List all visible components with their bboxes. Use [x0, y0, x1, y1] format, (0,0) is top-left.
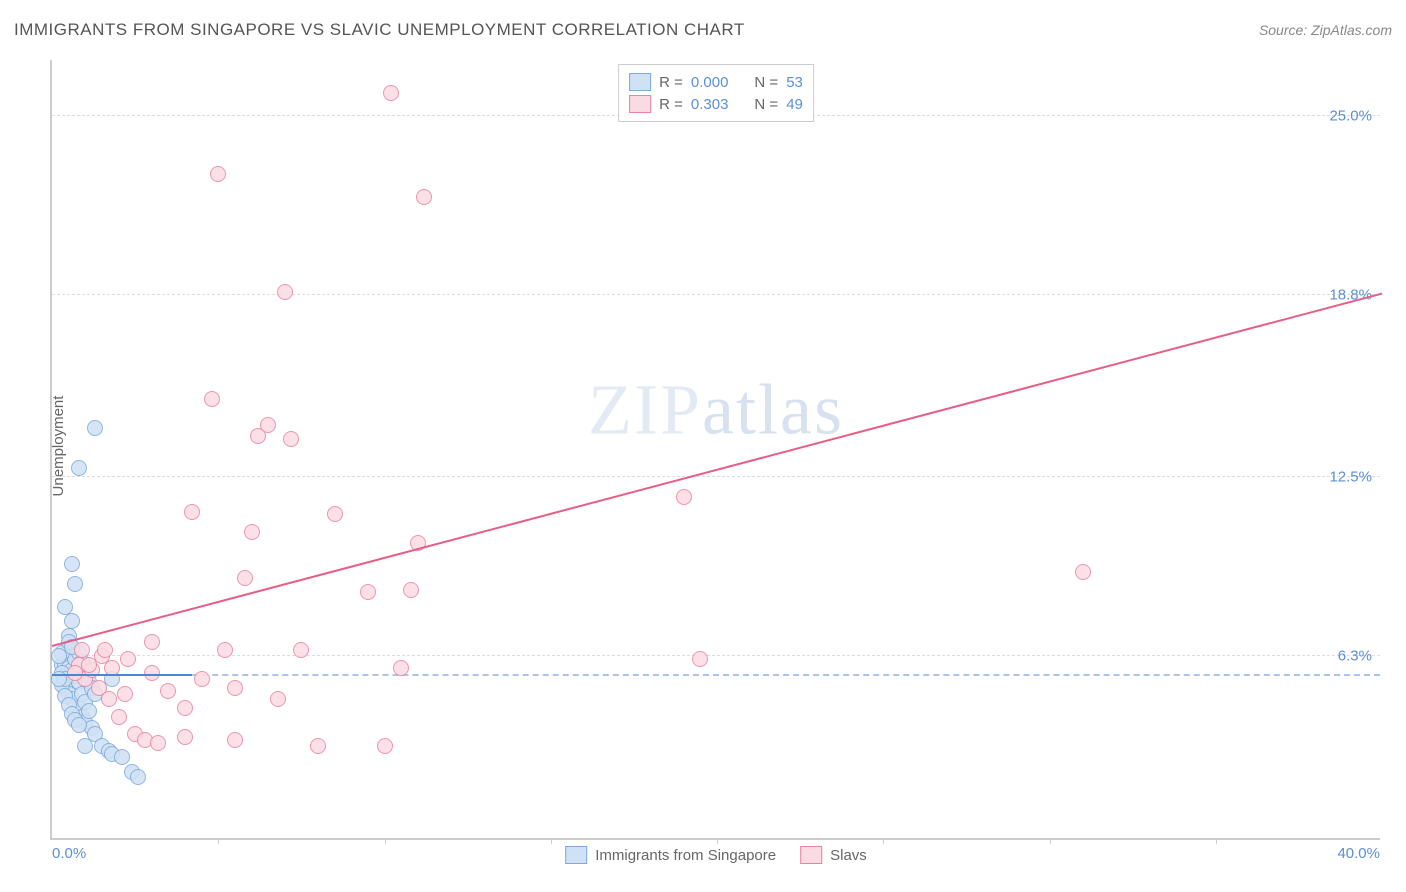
baseline — [52, 674, 1380, 676]
grid-line-h — [52, 655, 1380, 656]
bottom-legend-label-1: Slavs — [830, 847, 867, 864]
scatter-point-slavs — [210, 166, 226, 182]
scatter-point-slavs — [117, 686, 133, 702]
x-minor-tick — [385, 838, 386, 844]
scatter-point-slavs — [416, 189, 432, 205]
scatter-point-singapore — [67, 576, 83, 592]
grid-line-h — [52, 476, 1380, 477]
scatter-point-slavs — [217, 642, 233, 658]
scatter-point-slavs — [383, 85, 399, 101]
watermark-a: ZIP — [588, 370, 702, 450]
scatter-point-singapore — [71, 717, 87, 733]
trend-line-slavs — [52, 293, 1382, 647]
n-value-0: 53 — [786, 74, 803, 91]
scatter-point-slavs — [403, 582, 419, 598]
scatter-point-slavs — [194, 671, 210, 687]
scatter-point-singapore — [81, 703, 97, 719]
bottom-legend-item-0: Immigrants from Singapore — [565, 846, 776, 864]
n-label-1: N = — [754, 96, 778, 113]
x-minor-tick — [551, 838, 552, 844]
scatter-point-slavs — [293, 642, 309, 658]
y-tick-label: 6.3% — [1338, 648, 1372, 665]
scatter-point-singapore — [77, 738, 93, 754]
scatter-point-singapore — [87, 420, 103, 436]
r-label-0: R = — [659, 74, 683, 91]
scatter-point-slavs — [227, 680, 243, 696]
scatter-point-slavs — [237, 570, 253, 586]
scatter-point-slavs — [204, 391, 220, 407]
source-attribution: Source: ZipAtlas.com — [1259, 22, 1392, 38]
scatter-point-singapore — [114, 749, 130, 765]
top-legend-row-1: R = 0.303 N = 49 — [629, 93, 803, 115]
trend-line-singapore — [52, 674, 192, 676]
scatter-point-slavs — [692, 651, 708, 667]
source-value: ZipAtlas.com — [1311, 22, 1392, 38]
scatter-point-slavs — [111, 709, 127, 725]
scatter-point-slavs — [227, 732, 243, 748]
r-label-1: R = — [659, 96, 683, 113]
scatter-point-slavs — [327, 506, 343, 522]
r-value-1: 0.303 — [691, 96, 729, 113]
scatter-point-slavs — [393, 660, 409, 676]
bottom-legend-item-1: Slavs — [800, 846, 867, 864]
title-bar: IMMIGRANTS FROM SINGAPORE VS SLAVIC UNEM… — [14, 20, 1392, 40]
bottom-legend-label-0: Immigrants from Singapore — [595, 847, 776, 864]
grid-line-h — [52, 294, 1380, 295]
x-tick-label: 40.0% — [1337, 845, 1380, 862]
swatch-slavs — [629, 95, 651, 113]
scatter-point-slavs — [676, 489, 692, 505]
scatter-point-slavs — [270, 691, 286, 707]
scatter-point-singapore — [51, 648, 67, 664]
scatter-point-slavs — [160, 683, 176, 699]
scatter-point-slavs — [184, 504, 200, 520]
scatter-point-slavs — [377, 738, 393, 754]
bottom-legend: Immigrants from Singapore Slavs — [565, 846, 867, 864]
n-value-1: 49 — [786, 96, 803, 113]
scatter-point-slavs — [244, 524, 260, 540]
scatter-point-slavs — [260, 417, 276, 433]
scatter-point-singapore — [130, 769, 146, 785]
swatch-slavs-b — [800, 846, 822, 864]
x-minor-tick — [218, 838, 219, 844]
y-tick-label: 25.0% — [1329, 107, 1372, 124]
scatter-point-singapore — [57, 599, 73, 615]
scatter-point-slavs — [101, 691, 117, 707]
swatch-singapore-b — [565, 846, 587, 864]
source-label: Source: — [1259, 22, 1307, 38]
watermark-b: atlas — [702, 370, 844, 450]
scatter-point-slavs — [81, 657, 97, 673]
scatter-point-slavs — [283, 431, 299, 447]
x-minor-tick — [717, 838, 718, 844]
n-label-0: N = — [754, 74, 778, 91]
scatter-point-singapore — [64, 613, 80, 629]
scatter-point-slavs — [150, 735, 166, 751]
x-minor-tick — [883, 838, 884, 844]
y-tick-label: 12.5% — [1329, 468, 1372, 485]
x-minor-tick — [1216, 838, 1217, 844]
scatter-point-slavs — [104, 660, 120, 676]
scatter-point-slavs — [360, 584, 376, 600]
scatter-point-slavs — [310, 738, 326, 754]
scatter-point-slavs — [97, 642, 113, 658]
scatter-point-slavs — [277, 284, 293, 300]
x-minor-tick — [1050, 838, 1051, 844]
scatter-point-slavs — [1075, 564, 1091, 580]
swatch-singapore — [629, 73, 651, 91]
chart-title: IMMIGRANTS FROM SINGAPORE VS SLAVIC UNEM… — [14, 20, 745, 40]
scatter-point-slavs — [177, 729, 193, 745]
scatter-point-slavs — [144, 634, 160, 650]
scatter-point-singapore — [71, 460, 87, 476]
plot-area: ZIPatlas 6.3%12.5%18.8%25.0% R = 0.000 N… — [50, 60, 1380, 840]
scatter-point-singapore — [64, 556, 80, 572]
top-legend-row-0: R = 0.000 N = 53 — [629, 71, 803, 93]
top-legend: R = 0.000 N = 53 R = 0.303 N = 49 — [618, 64, 814, 122]
scatter-point-slavs — [120, 651, 136, 667]
x-tick-label: 0.0% — [52, 845, 86, 862]
r-value-0: 0.000 — [691, 74, 729, 91]
scatter-point-slavs — [177, 700, 193, 716]
watermark: ZIPatlas — [588, 369, 844, 452]
